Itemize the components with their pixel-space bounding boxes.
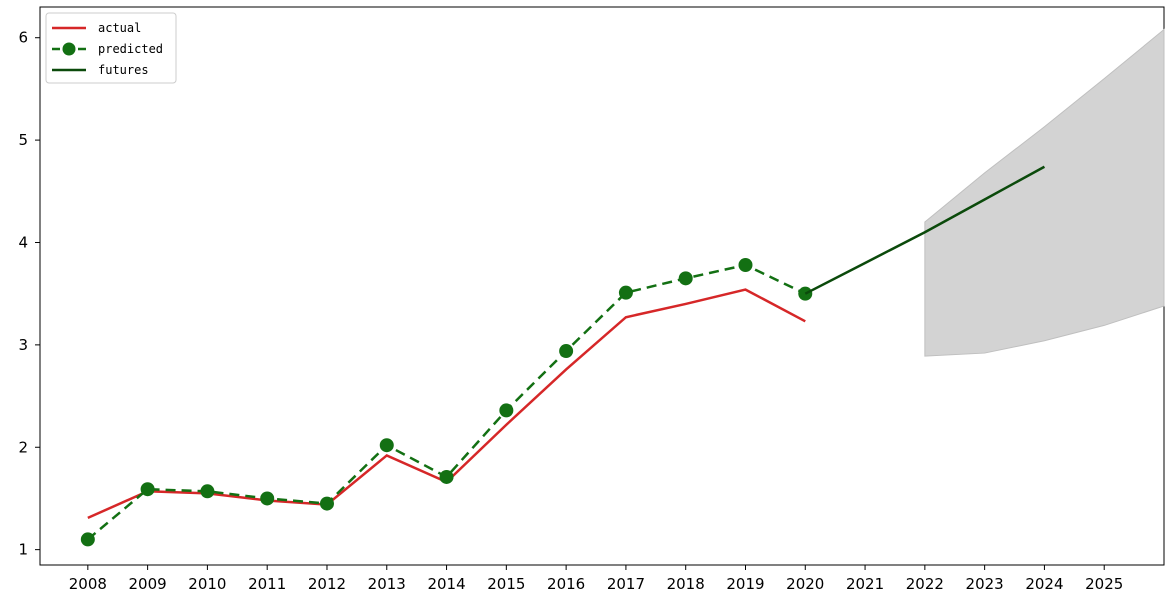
y-tick-label: 6: [18, 29, 28, 47]
x-tick-label: 2024: [1025, 575, 1063, 593]
confidence-band-layer: [924, 28, 1165, 357]
x-tick-label: 2009: [129, 575, 167, 593]
legend: actual predicted futures: [45, 12, 177, 84]
x-tick-label: 2021: [846, 575, 884, 593]
data-point-predicted-2012: [319, 496, 334, 511]
data-point-predicted-2017: [618, 285, 633, 300]
data-point-predicted-2009: [140, 482, 155, 497]
data-point-predicted-2014: [439, 469, 454, 484]
x-tick-label: 2017: [607, 575, 645, 593]
data-point-predicted-2013: [379, 438, 394, 453]
series-line-futures: [804, 165, 1046, 295]
data-point-predicted-2010: [200, 484, 215, 499]
data-point-predicted-2011: [260, 491, 275, 506]
x-tick-label: 2023: [966, 575, 1004, 593]
legend-box: [45, 12, 177, 84]
x-tick-label: 2013: [368, 575, 406, 593]
legend-marker-predicted: [62, 42, 76, 56]
y-tick-label: 3: [18, 336, 28, 354]
y-tick-label: 1: [18, 541, 28, 559]
legend-label-predicted: predicted: [98, 42, 163, 56]
y-tick-label: 2: [18, 438, 28, 456]
data-point-predicted-2016: [559, 344, 574, 359]
data-point-predicted-2015: [499, 403, 514, 418]
y-axis: 1 2 3 4 5 6: [18, 29, 40, 559]
x-tick-label: 2008: [69, 575, 107, 593]
x-axis: 2008 2009 2010 2011 2012 2013 2014 2015 2016 2017…: [69, 565, 1123, 593]
x-tick-label: 2012: [308, 575, 346, 593]
x-tick-label: 2016: [547, 575, 585, 593]
x-tick-label: 2019: [726, 575, 764, 593]
y-tick-label: 5: [18, 131, 28, 149]
data-point-predicted-2008: [80, 532, 95, 547]
legend-label-futures: futures: [98, 63, 149, 77]
confidence-band: [924, 28, 1165, 357]
data-point-predicted-2019: [738, 258, 753, 273]
x-tick-label: 2014: [427, 575, 465, 593]
x-tick-label: 2015: [487, 575, 525, 593]
x-tick-label: 2010: [188, 575, 226, 593]
y-tick-label: 4: [18, 233, 28, 251]
x-tick-label: 2022: [906, 575, 944, 593]
x-tick-label: 2018: [667, 575, 705, 593]
series-layer: [80, 165, 1046, 547]
legend-label-actual: actual: [98, 21, 141, 35]
x-tick-label: 2020: [786, 575, 824, 593]
x-tick-label: 2011: [248, 575, 286, 593]
x-tick-label: 2025: [1085, 575, 1123, 593]
data-point-predicted-2018: [678, 271, 693, 286]
